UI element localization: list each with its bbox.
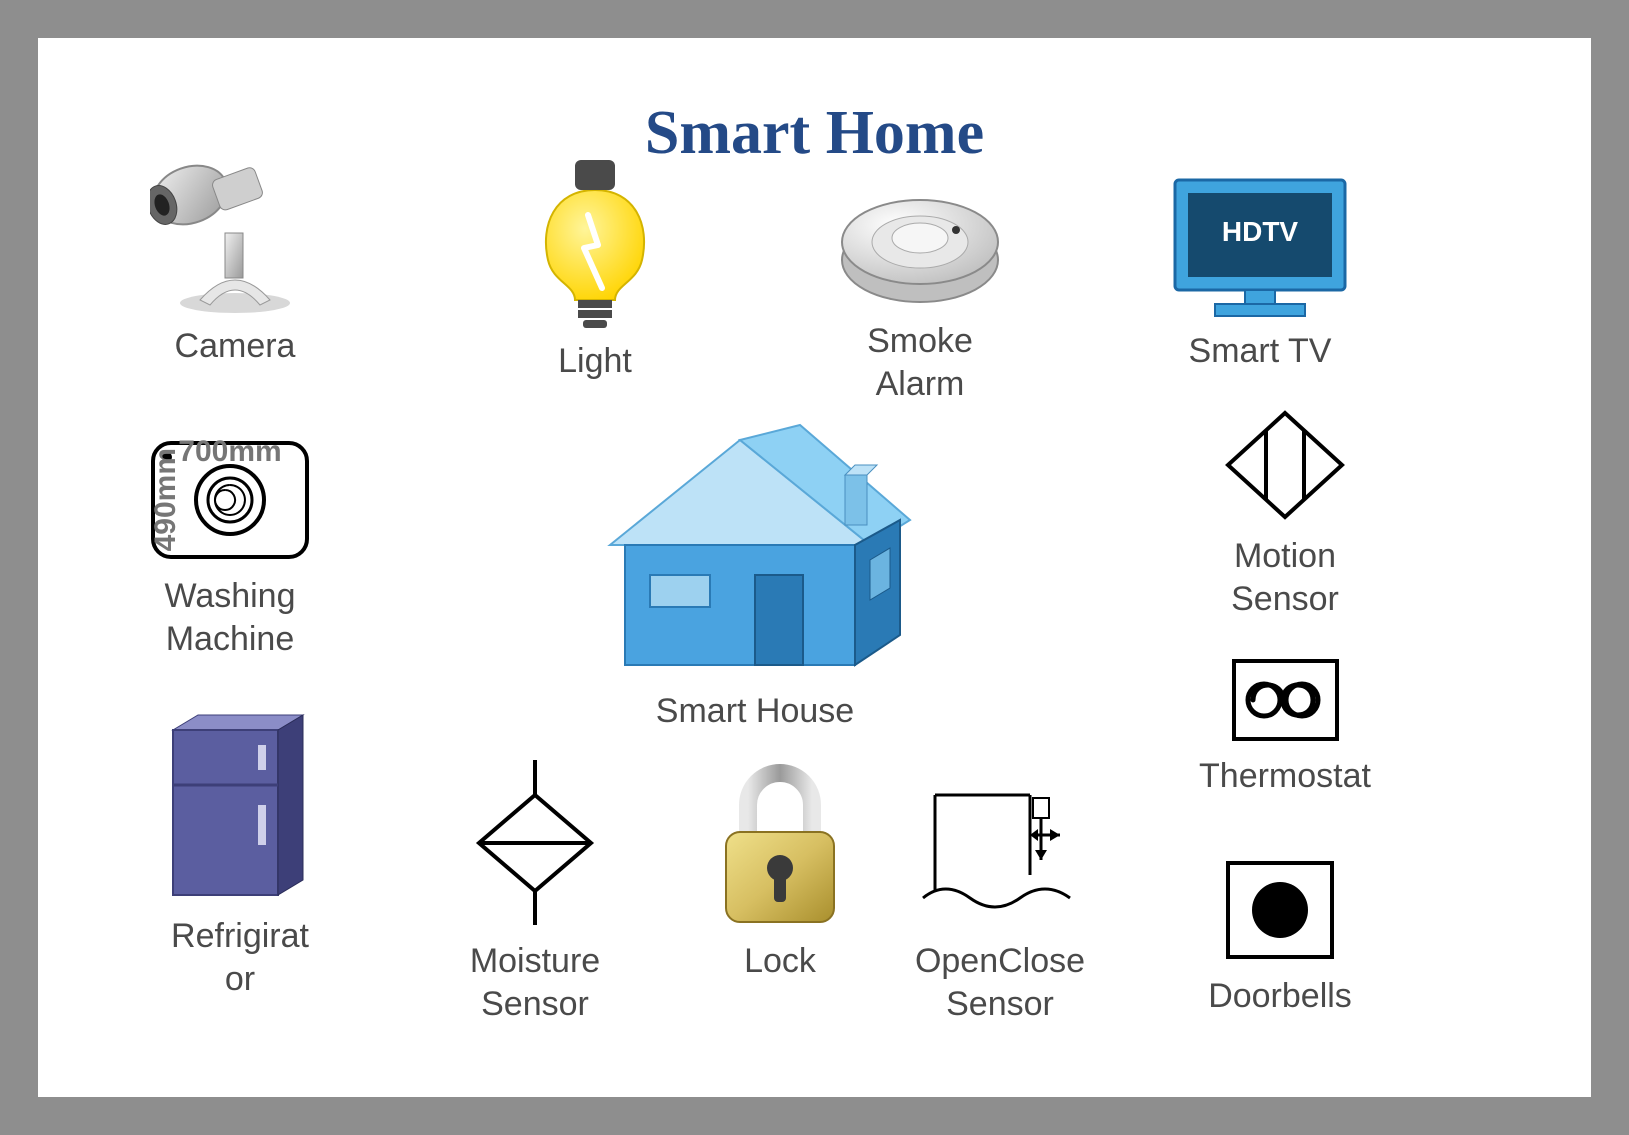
thermostat-label: Thermostat [1199,755,1371,798]
smoke-alarm-icon [838,170,1003,310]
washing-machine-dim-side: 490mm [149,448,183,551]
lock-label: Lock [744,940,816,983]
motion-sensor-label: Motion Sensor [1231,535,1339,620]
refrigerator-icon [163,710,318,905]
diagram-frame: Smart Home Camera [38,38,1591,1097]
node-smoke-alarm: Smoke Alarm [820,170,1020,405]
node-smart-house: Smart House [570,420,940,733]
washing-machine-dim-top: 700mm [178,435,281,469]
washing-machine-label: Washing Machine [164,575,295,660]
smart-tv-icon: HDTV [1170,175,1350,320]
smart-tv-label: Smart TV [1189,330,1332,373]
node-light: Light [495,160,695,383]
node-washing-machine: 700mm 490mm Washing Machine [130,435,330,660]
moisture-sensor-icon [463,755,608,930]
node-camera: Camera [135,155,335,368]
doorbell-label: Doorbells [1208,975,1352,1018]
openclose-sensor-label: OpenClose Sensor [915,940,1085,1025]
smart-house-label: Smart House [656,690,854,733]
node-thermostat: Thermostat [1185,655,1385,798]
moisture-sensor-label: Moisture Sensor [470,940,600,1025]
house-icon [570,420,940,680]
doorbell-icon [1220,855,1340,965]
node-refrigerator: Refrigirat or [140,710,340,1000]
refrigerator-label: Refrigirat or [171,915,309,1000]
smoke-alarm-label: Smoke Alarm [867,320,973,405]
node-lock: Lock [680,760,880,983]
node-smart-tv: HDTV Smart TV [1160,175,1360,373]
tv-badge-text: HDTV [1222,216,1299,247]
camera-label: Camera [175,325,296,368]
light-label: Light [558,340,632,383]
lock-icon [708,760,853,930]
node-doorbells: Doorbells [1180,855,1380,1018]
node-moisture-sensor: Moisture Sensor [435,755,635,1025]
motion-sensor-icon [1220,405,1350,525]
node-motion-sensor: Motion Sensor [1185,405,1385,620]
openclose-sensor-icon [915,780,1085,930]
camera-icon [150,155,320,315]
node-openclose-sensor: OpenClose Sensor [900,780,1100,1025]
lightbulb-icon [520,160,670,330]
thermostat-icon [1228,655,1343,745]
